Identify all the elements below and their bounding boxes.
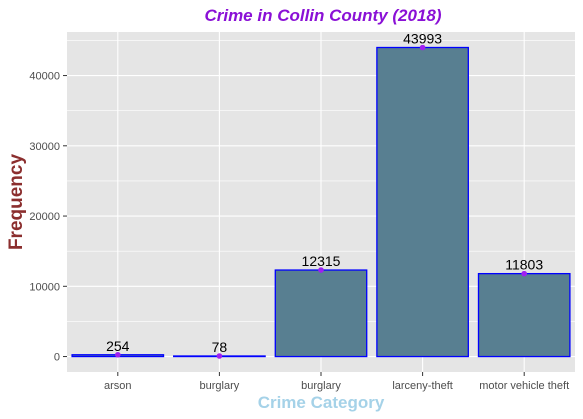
y-tick-label: 20000 bbox=[29, 211, 60, 223]
data-label-2: 78 bbox=[212, 339, 228, 355]
x-tick-label: burglary bbox=[200, 380, 240, 392]
x-tick-label: larceny-theft bbox=[392, 380, 453, 392]
y-tick-label: 10000 bbox=[29, 281, 60, 293]
data-label-5: 11803 bbox=[505, 257, 543, 273]
x-axis-label: Crime Category bbox=[258, 393, 385, 412]
bar-3 bbox=[275, 270, 366, 357]
y-axis: 0 10000 20000 30000 40000 bbox=[29, 71, 67, 364]
x-tick-label: burglary bbox=[301, 380, 341, 392]
data-label-3: 12315 bbox=[302, 253, 341, 269]
bar-4 bbox=[377, 48, 468, 357]
y-tick-label: 0 bbox=[54, 352, 60, 364]
data-label-1: 254 bbox=[106, 338, 130, 354]
y-tick-label: 40000 bbox=[29, 71, 60, 83]
x-tick-label: arson bbox=[104, 380, 132, 392]
x-axis: arson burglary burglary larceny-theft motor … bbox=[104, 372, 569, 392]
chart-title: Crime in Collin County (2018) bbox=[204, 6, 441, 25]
x-tick-label: motor vehicle theft bbox=[479, 380, 569, 392]
bar-5 bbox=[478, 274, 569, 357]
y-tick-label: 30000 bbox=[29, 141, 60, 153]
data-label-4: 43993 bbox=[403, 31, 442, 47]
y-axis-label: Frequency bbox=[6, 154, 27, 251]
